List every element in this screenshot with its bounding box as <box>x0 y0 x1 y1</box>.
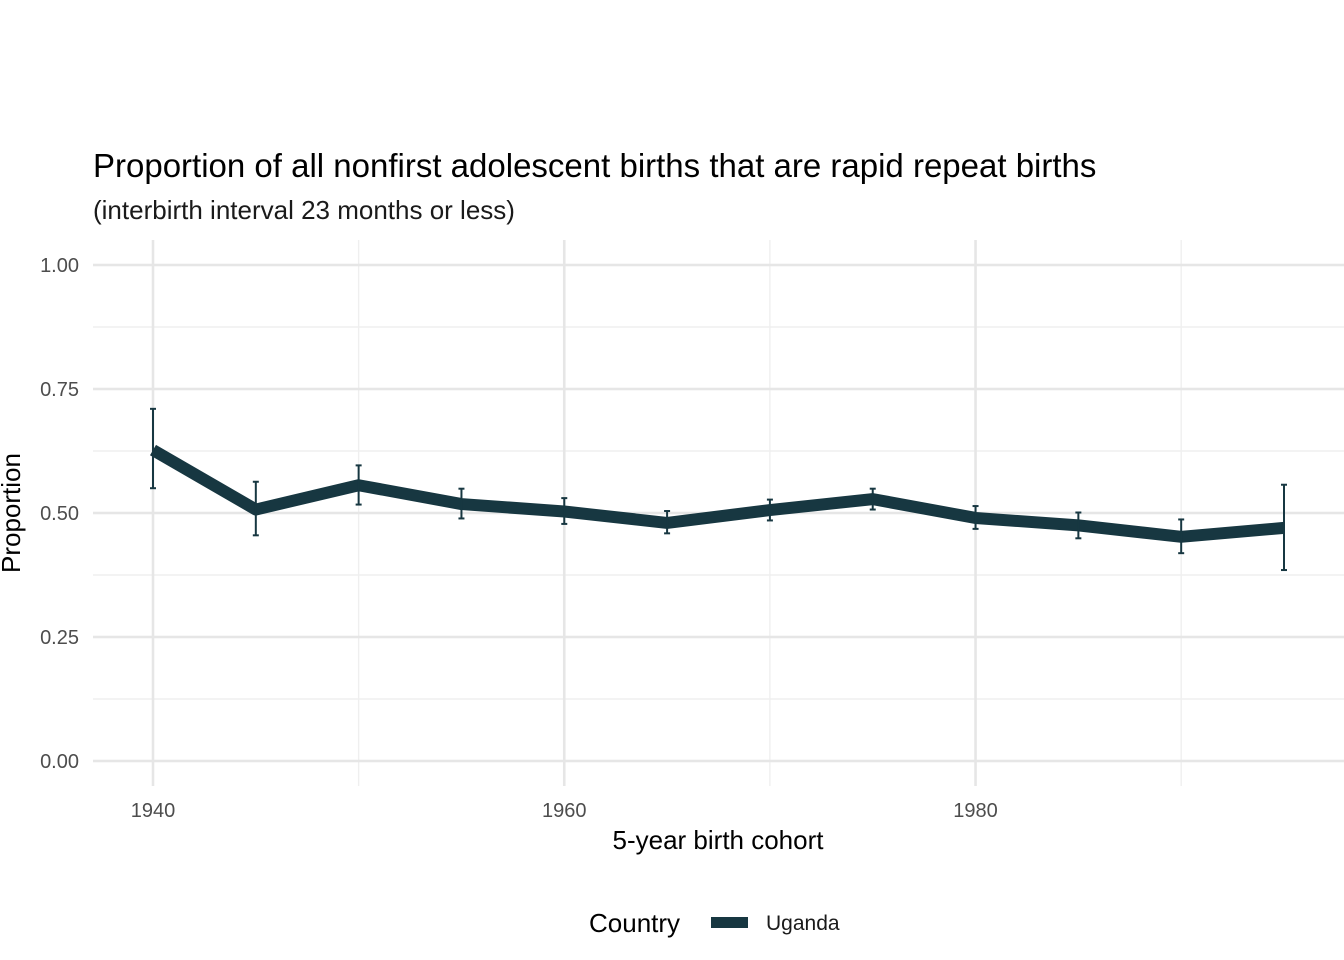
y-tick-label: 0.50 <box>40 503 79 525</box>
y-tick-label: 1.00 <box>40 255 79 277</box>
error-bar <box>766 498 773 522</box>
series-layer <box>149 407 1287 572</box>
error-bar <box>355 464 362 506</box>
error-bar <box>1281 483 1287 572</box>
error-bar <box>561 497 568 525</box>
y-axis-title: Proportion <box>0 453 26 573</box>
series-line-uganda <box>149 444 1285 543</box>
error-bar <box>1075 511 1082 540</box>
x-tick-label: 1940 <box>131 800 176 822</box>
error-bar <box>869 487 876 511</box>
x-axis-title: 5-year birth cohort <box>613 825 825 855</box>
error-bar <box>252 480 259 537</box>
y-axis-ticks: 0.00 0.25 0.50 0.75 1.00 <box>40 255 79 773</box>
x-tick-label: 1980 <box>953 800 998 822</box>
error-bar <box>972 505 979 530</box>
legend-label-uganda: Uganda <box>766 912 840 935</box>
error-bar <box>1178 518 1185 555</box>
x-axis-ticks: 1940 1960 1980 <box>131 800 998 822</box>
x-tick-label: 1960 <box>542 800 587 822</box>
legend: Country Uganda <box>589 908 840 938</box>
legend-title: Country <box>589 908 680 938</box>
y-tick-label: 0.00 <box>40 751 79 773</box>
error-bar <box>458 487 465 520</box>
chart-subtitle: (interbirth interval 23 months or less) <box>93 195 515 225</box>
error-bar <box>150 407 156 490</box>
y-tick-label: 0.75 <box>40 379 79 401</box>
legend-key-uganda <box>711 917 748 928</box>
y-tick-label: 0.25 <box>40 627 79 649</box>
error-bar <box>664 510 671 535</box>
chart-title: Proportion of all nonfirst adolescent bi… <box>93 147 1096 184</box>
